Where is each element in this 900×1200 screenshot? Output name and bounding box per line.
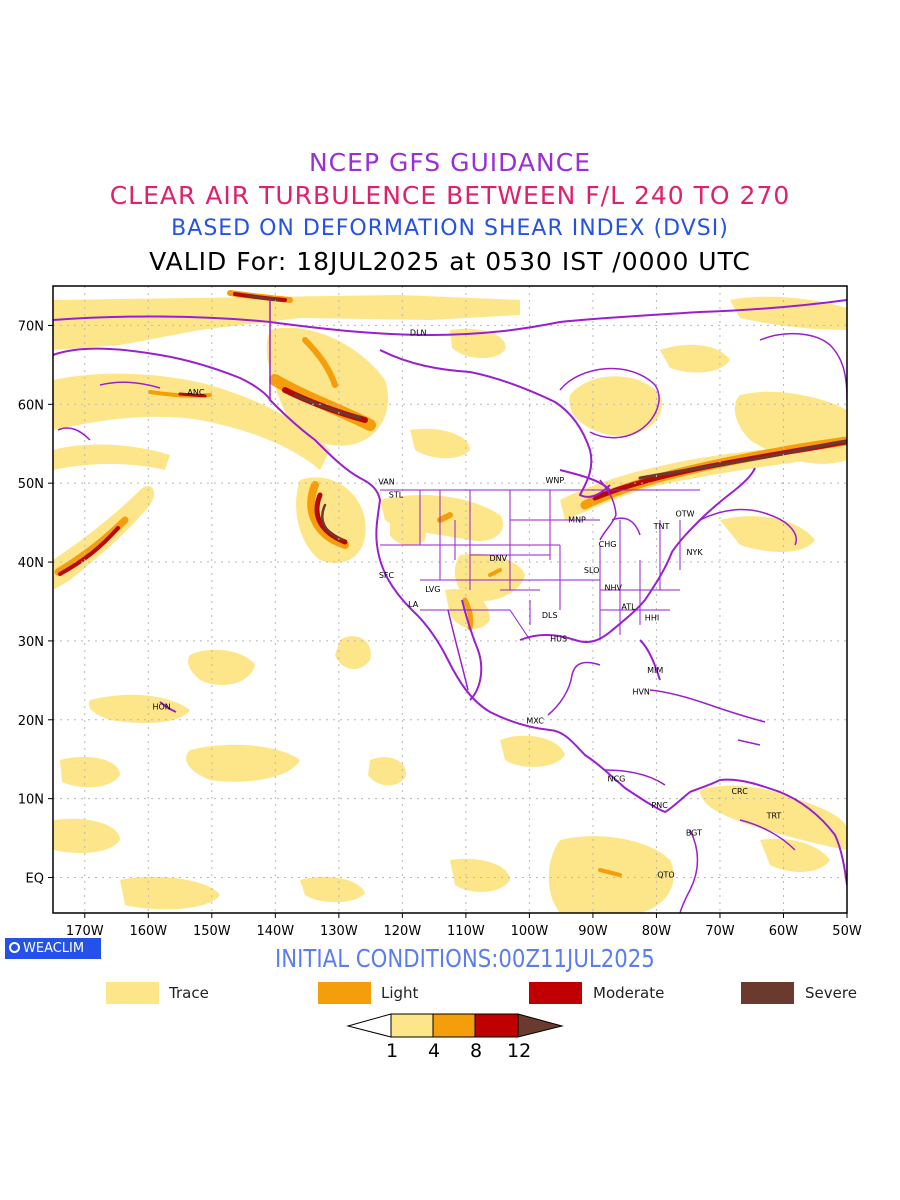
colorbar-tick-8: 8	[470, 1040, 483, 1062]
station-label-tnt: TNT	[653, 522, 670, 531]
colorbar-tick-4: 4	[428, 1040, 441, 1062]
initial-conditions: INITIAL CONDITIONS:00Z11JUL2025	[275, 944, 655, 973]
station-label-trt: TRT	[766, 811, 782, 820]
lon-tick-label: 110W	[447, 924, 485, 939]
colorbar-under	[346, 1013, 392, 1038]
legend-swatch-trace	[106, 982, 159, 1004]
station-label-nyk: NYK	[686, 548, 703, 557]
station-label-slo: SLO	[584, 566, 600, 575]
lon-tick-label: 60W	[769, 924, 799, 939]
lat-tick-label: 20N	[18, 714, 44, 729]
legend-label-moderate: Moderate	[593, 984, 665, 1002]
station-label-pnc: PNC	[651, 801, 668, 810]
map-frame	[52, 285, 848, 914]
legend-swatch-severe	[741, 982, 794, 1004]
colorbar-bin-light	[432, 1013, 476, 1038]
colorbar-bin-moderate	[474, 1013, 519, 1038]
lon-tick-label: 50W	[832, 924, 862, 939]
station-label-anc: ANC	[187, 388, 204, 397]
station-labels: DLN ANC VAN STL WNP MNP TNT OTW CHG NYK DNV SFC SLO L…	[152, 329, 781, 880]
station-label-qto: QTO	[657, 871, 674, 880]
station-label-ncg: NCG	[608, 774, 626, 783]
lat-tick-label: 30N	[18, 635, 44, 650]
axis-ticks: 70N 60N 50N 40N 30N 20N 10N EQ 170W 160W 150W 140W 1…	[18, 319, 862, 939]
lon-tick-label: 170W	[66, 924, 104, 939]
colorbar-over	[517, 1013, 564, 1038]
lon-tick-label: 130W	[320, 924, 358, 939]
title-model: NCEP GFS GUIDANCE	[308, 148, 591, 177]
lon-tick-label: 150W	[193, 924, 231, 939]
lon-tick-label: 70W	[705, 924, 735, 939]
station-label-lvg: LVG	[425, 585, 440, 594]
station-label-wnp: WNP	[545, 476, 564, 485]
station-label-atl: ATL	[621, 602, 636, 611]
colorbar-bin-trace	[390, 1013, 434, 1038]
legend-label-trace: Trace	[169, 984, 209, 1002]
lat-tick-label: 60N	[18, 398, 44, 413]
lon-tick-label: 80W	[642, 924, 672, 939]
station-label-hon: HON	[152, 703, 170, 712]
legend-swatch-moderate	[529, 982, 582, 1004]
station-label-mim: MIM	[647, 666, 663, 675]
station-label-chg: CHG	[599, 540, 617, 549]
station-label-crc: CRC	[731, 787, 748, 796]
station-label-hvn: HVN	[632, 688, 649, 697]
station-label-mnp: MNP	[568, 516, 586, 525]
lat-tick-label: 10N	[18, 793, 44, 808]
station-label-bgt: BGT	[686, 829, 702, 838]
station-label-otw: OTW	[675, 509, 694, 518]
lat-tick-label: 40N	[18, 556, 44, 571]
political-borders	[380, 489, 700, 641]
lon-tick-label: 100W	[511, 924, 549, 939]
lon-tick-label: 140W	[256, 924, 294, 939]
severe-areas	[246, 294, 847, 542]
lon-tick-label: 160W	[129, 924, 167, 939]
legend-label-light: Light	[381, 984, 419, 1002]
weaclim-logo: WEACLIM	[5, 938, 101, 959]
station-label-dln: DLN	[410, 329, 427, 338]
lon-tick-label: 90W	[578, 924, 608, 939]
title-product: CLEAR AIR TURBULENCE BETWEEN F/L 240 TO …	[109, 181, 791, 210]
station-label-stl: STL	[389, 490, 404, 499]
colorbar-tick-12: 12	[507, 1040, 532, 1062]
station-label-la: LA	[408, 600, 419, 609]
lat-tick-label: 50N	[18, 477, 44, 492]
turbulence-map: DLN ANC VAN STL WNP MNP TNT OTW CHG NYK DNV SFC SLO L…	[18, 285, 862, 939]
station-label-nhv: NHV	[605, 583, 623, 592]
station-label-van: VAN	[378, 478, 394, 487]
lon-tick-label: 120W	[384, 924, 422, 939]
station-label-dnv: DNV	[489, 554, 507, 563]
station-label-hus: HUS	[550, 635, 567, 644]
legend-label-severe: Severe	[805, 984, 857, 1002]
title-method: BASED ON DEFORMATION SHEAR INDEX (DVSI)	[171, 216, 729, 241]
legend-swatch-light	[318, 982, 371, 1004]
colorbar-tick-1: 1	[386, 1040, 399, 1062]
station-label-sfc: SFC	[379, 571, 395, 580]
title-valid-time: VALID For: 18JUL2025 at 0530 IST /0000 U…	[149, 247, 751, 276]
station-label-dls: DLS	[542, 611, 558, 620]
lat-tick-label: 70N	[18, 319, 44, 334]
lat-tick-label: EQ	[26, 872, 44, 887]
station-label-mxc: MXC	[526, 717, 544, 726]
station-label-hhi: HHI	[645, 613, 659, 622]
